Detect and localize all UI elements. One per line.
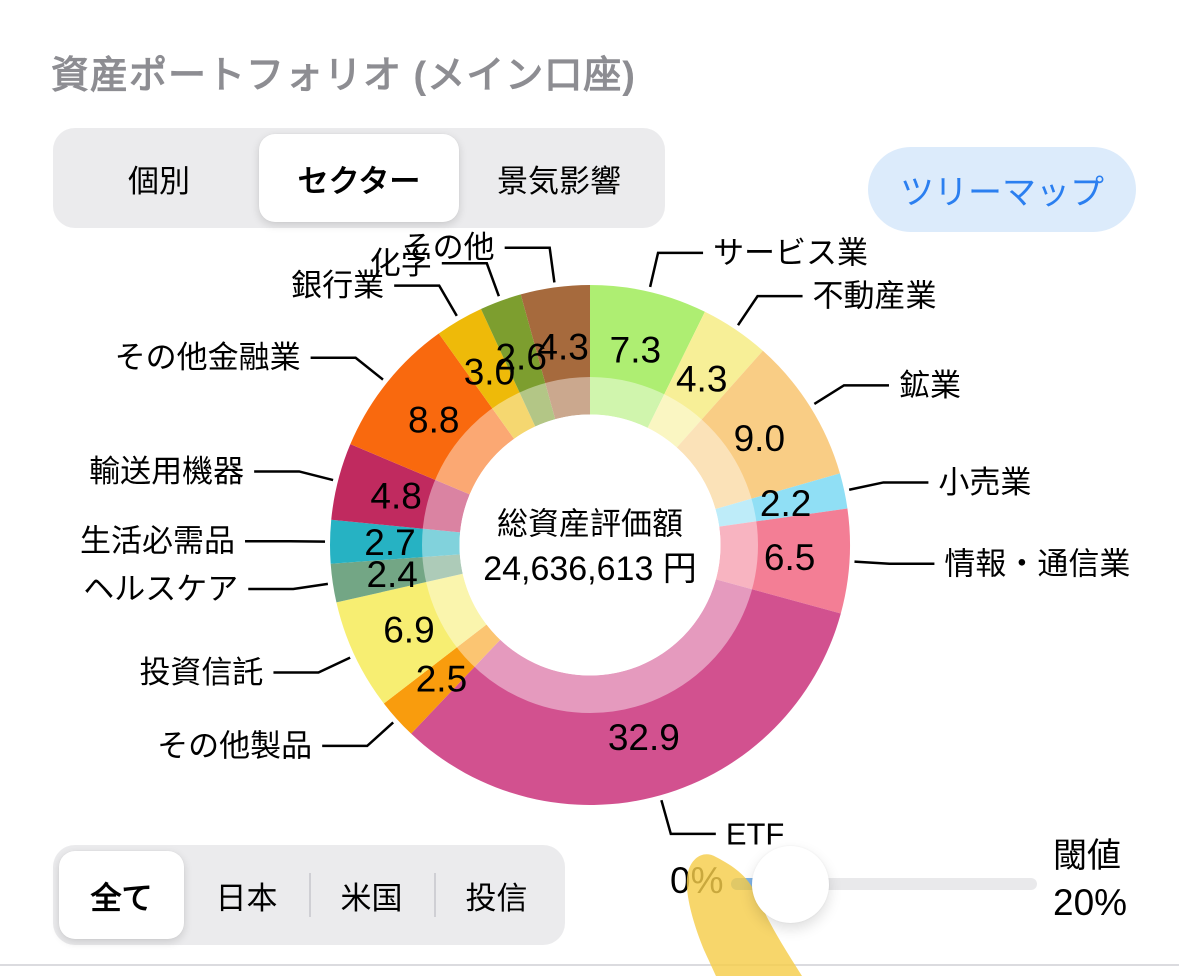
leader-line-その他金融業 [310, 356, 384, 381]
threshold-title: 閾値 [1053, 837, 1121, 875]
donut-value-不動産業: 4.3 [676, 359, 727, 400]
threshold-slider-thumb[interactable] [752, 846, 829, 923]
donut-value-サービス業: 7.3 [610, 330, 661, 371]
page-title: 資産ポートフォリオ (メイン口座) [51, 55, 636, 97]
region-tab-3[interactable]: 米国 [309, 851, 434, 939]
donut-value-情報・通信業: 6.5 [764, 537, 815, 578]
total-assets-title: 総資産評価額 [497, 507, 683, 542]
region-tab-1[interactable]: 全て [59, 851, 184, 939]
donut-segment-その他[interactable] [520, 285, 590, 420]
donut-segment-化学[interactable] [480, 294, 556, 427]
donut-value-輸送用機器: 4.8 [370, 475, 421, 516]
leader-line-ETF [660, 799, 716, 836]
donut-label-その他: その他 [402, 230, 495, 265]
donut-value-その他金融業: 8.8 [408, 400, 459, 441]
donut-segment-投資信託[interactable] [336, 573, 487, 704]
leader-line-ヘルスケア [248, 582, 329, 591]
donut-label-化学: 化学 [370, 246, 432, 281]
leader-line-小売業 [848, 481, 929, 491]
donut-value-化学: 2.6 [495, 337, 546, 378]
total-assets-value: 24,636,613 円 [483, 550, 697, 588]
donut-segment-銀行業[interactable] [438, 308, 536, 439]
donut-segment-輸送用機器[interactable] [331, 444, 470, 533]
leader-line-鉱業 [813, 384, 889, 406]
view-tab-1[interactable]: 個別 [128, 163, 190, 199]
treemap-button[interactable]: ツリーマップ [868, 147, 1136, 232]
donut-segment-鉱業[interactable] [676, 350, 840, 510]
region-segmented-control: 全て 日本 米国 投信 [53, 845, 565, 945]
donut-hole [459, 414, 721, 676]
donut-inner-highlight-ring [422, 377, 758, 713]
leader-line-その他 [504, 246, 556, 283]
donut-label-小売業: 小売業 [938, 465, 1031, 500]
donut-value-投資信託: 6.9 [383, 609, 434, 650]
donut-label-生活必需品: 生活必需品 [80, 524, 235, 559]
donut-value-ETF: 32.9 [608, 717, 680, 758]
leader-line-サービス業 [648, 251, 704, 288]
donut-label-銀行業: 銀行業 [291, 268, 384, 303]
region-tab-2[interactable]: 日本 [215, 880, 278, 916]
donut-label-サービス業: サービス業 [713, 235, 868, 270]
leader-line-輸送用機器 [254, 470, 334, 482]
threshold-labels: 閾値 20% [1053, 834, 1127, 928]
donut-segment-その他金融業[interactable] [350, 333, 515, 495]
donut-label-鉱業: 鉱業 [899, 368, 961, 403]
region-tab-4[interactable]: 投信 [434, 851, 559, 939]
donut-label-不動産業: 不動産業 [813, 279, 937, 314]
donut-segment-小売業[interactable] [715, 473, 848, 527]
donut-label-輸送用機器: 輸送用機器 [89, 454, 244, 489]
leader-line-情報・通信業 [854, 560, 935, 566]
donut-value-銀行業: 3.0 [464, 352, 515, 393]
threshold-value: 20% [1053, 882, 1128, 923]
donut-label-ヘルスケア: ヘルスケア [83, 572, 238, 607]
leader-line-化学 [441, 262, 501, 297]
donut-label-投資信託: 投資信託 [139, 655, 263, 690]
donut-segment-その他製品[interactable] [383, 624, 501, 734]
donut-segment-ETF[interactable] [411, 579, 841, 805]
donut-label-ETF: ETF [726, 816, 785, 851]
donut-value-生活必需品: 2.7 [364, 522, 415, 563]
donut-segment-ヘルスケア[interactable] [330, 554, 463, 603]
leader-line-銀行業 [394, 284, 458, 317]
donut-label-その他製品: その他製品 [157, 728, 312, 763]
donut-segment-生活必需品[interactable] [330, 519, 461, 564]
slider-min-label: 0% [670, 860, 724, 901]
donut-segment-情報・通信業[interactable] [715, 508, 851, 614]
donut-value-鉱業: 9.0 [734, 418, 785, 459]
donut-value-その他: 4.3 [537, 326, 588, 367]
view-tab-2[interactable]: セクター [259, 134, 459, 222]
donut-segment-不動産業[interactable] [647, 311, 763, 448]
donut-segment-サービス業[interactable] [590, 285, 705, 428]
leader-line-不動産業 [736, 294, 803, 326]
leader-line-その他製品 [322, 721, 395, 748]
bottom-divider [0, 964, 1179, 966]
view-mode-segmented-control: 個別 セクター 景気影響 [53, 128, 665, 228]
donut-value-その他製品: 2.5 [416, 658, 467, 699]
donut-label-その他金融業: その他金融業 [115, 340, 301, 375]
donut-label-情報・通信業: 情報・通信業 [944, 546, 1130, 581]
view-tab-3[interactable]: 景気影響 [497, 163, 621, 199]
donut-value-ヘルスケア: 2.4 [366, 554, 417, 595]
donut-value-小売業: 2.2 [760, 483, 811, 524]
sector-donut-chart: 7.3 サービス業 4.3 不動産業 9.0 鉱業 2.2 小売業 6.5 情報・通信業 32.9 E… [80, 230, 1130, 851]
leader-line-投資信託 [273, 656, 351, 674]
